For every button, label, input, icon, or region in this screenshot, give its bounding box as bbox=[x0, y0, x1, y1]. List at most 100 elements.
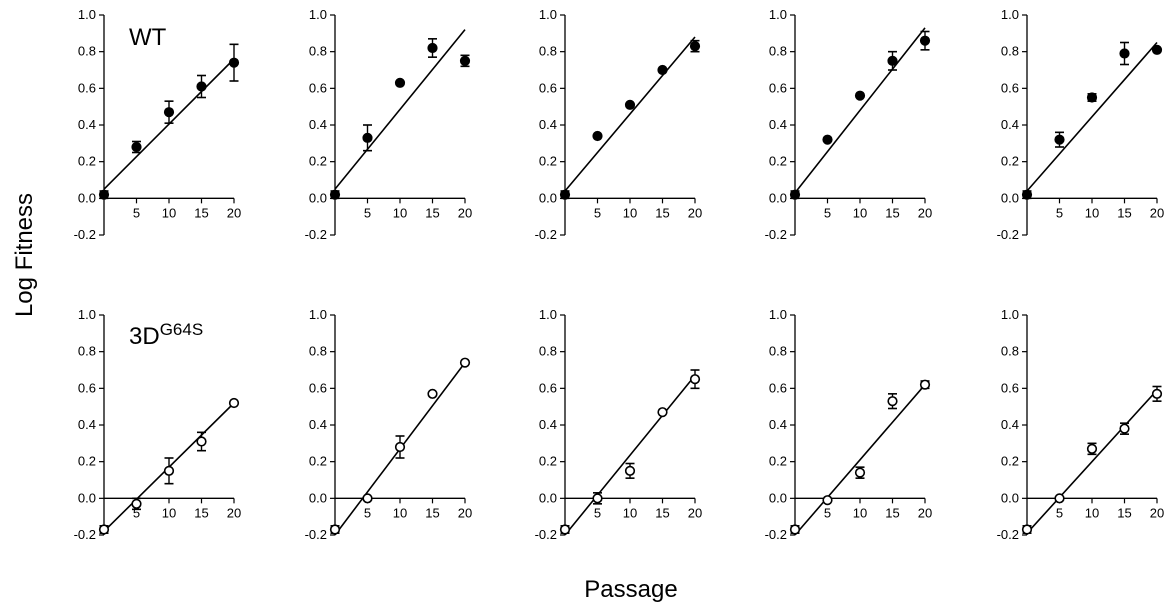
data-point bbox=[919, 35, 931, 46]
x-tick-label: 15 bbox=[1117, 205, 1131, 220]
y-tick-label: 0.0 bbox=[769, 490, 787, 505]
y-tick-label: -0.2 bbox=[765, 227, 787, 242]
y-tick-label: 1.0 bbox=[309, 307, 327, 322]
data-point bbox=[1119, 48, 1130, 59]
x-tick-label: 10 bbox=[853, 505, 867, 520]
x-tick-label: 20 bbox=[227, 505, 241, 520]
fit-line bbox=[334, 29, 466, 190]
x-tick-label: 15 bbox=[655, 205, 669, 220]
y-tick-label: 0.6 bbox=[78, 80, 96, 95]
x-tick-label: 15 bbox=[655, 505, 669, 520]
y-tick-label: 0.6 bbox=[539, 380, 557, 395]
data-point bbox=[163, 107, 175, 118]
y-tick-label: 0.2 bbox=[1001, 454, 1019, 469]
data-point bbox=[854, 90, 866, 101]
data-point bbox=[689, 41, 701, 52]
y-tick-label: 0.0 bbox=[309, 490, 327, 505]
x-tick-label: 10 bbox=[1085, 505, 1099, 520]
x-tick-label: 10 bbox=[162, 505, 176, 520]
data-point bbox=[459, 55, 471, 66]
y-tick-label: 0.2 bbox=[769, 454, 787, 469]
data-point bbox=[1021, 189, 1033, 200]
x-tick-label: 20 bbox=[1150, 505, 1164, 520]
row-label: 3DG64S bbox=[129, 320, 203, 350]
x-tick-label: 15 bbox=[885, 505, 899, 520]
x-tick-label: 10 bbox=[393, 505, 407, 520]
y-tick-label: 1.0 bbox=[539, 307, 557, 322]
data-point bbox=[624, 465, 636, 476]
panel-r2-c2: -0.2 0.0 0.2 0.4 0.6 0.8 1.0 5 10 15 20 bbox=[305, 307, 473, 542]
y-tick-label: 0.6 bbox=[539, 80, 557, 95]
data-point bbox=[163, 465, 175, 476]
data-point bbox=[919, 379, 931, 390]
y-tick-label: -0.2 bbox=[535, 527, 557, 542]
y-tick-label: 0.6 bbox=[309, 80, 327, 95]
data-point bbox=[592, 493, 603, 504]
y-tick-label: 0.6 bbox=[769, 380, 787, 395]
data-point bbox=[427, 388, 438, 399]
x-tick-label: 15 bbox=[1117, 505, 1131, 520]
x-tick-label: 10 bbox=[162, 205, 176, 220]
y-tick-label: 0.2 bbox=[539, 154, 557, 169]
x-tick-label: 20 bbox=[688, 205, 702, 220]
y-tick-label: 0.6 bbox=[769, 80, 787, 95]
y-tick-label: 0.8 bbox=[78, 344, 96, 359]
panel-r2-c1: -0.2 0.0 0.2 0.4 0.6 0.8 1.0 5 10 15 20 bbox=[74, 307, 242, 542]
panel-r2-c3: -0.2 0.0 0.2 0.4 0.6 0.8 1.0 5 10 15 20 bbox=[535, 307, 703, 542]
data-point bbox=[822, 134, 833, 145]
data-point bbox=[657, 407, 668, 418]
panel-r1-c2: -0.2 0.0 0.2 0.4 0.6 0.8 1.0 5 10 15 20 bbox=[305, 7, 473, 242]
y-tick-label: 0.8 bbox=[1001, 344, 1019, 359]
y-tick-label: 0.0 bbox=[1001, 490, 1019, 505]
panel-r1-c1: -0.2 0.0 0.2 0.4 0.6 0.8 1.0 5 10 15 20 bbox=[74, 7, 242, 242]
data-point bbox=[1054, 493, 1065, 504]
y-tick-label: 0.4 bbox=[1001, 117, 1019, 132]
row-label-main: 3D bbox=[129, 323, 160, 350]
y-tick-label: 0.0 bbox=[1001, 190, 1019, 205]
panel-r2-c4: -0.2 0.0 0.2 0.4 0.6 0.8 1.0 5 10 15 20 bbox=[765, 307, 933, 542]
data-point bbox=[131, 498, 142, 509]
x-tick-label: 20 bbox=[688, 505, 702, 520]
y-tick-label: 0.2 bbox=[769, 154, 787, 169]
data-point bbox=[1054, 134, 1065, 145]
x-tick-label: 20 bbox=[227, 205, 241, 220]
data-point bbox=[854, 467, 866, 478]
y-tick-label: 0.4 bbox=[539, 417, 557, 432]
fit-line bbox=[103, 58, 235, 190]
fit-line bbox=[794, 384, 926, 536]
fit-line bbox=[564, 374, 696, 536]
x-tick-label: 5 bbox=[594, 505, 601, 520]
y-tick-label: 1.0 bbox=[1001, 7, 1019, 22]
y-tick-label: 1.0 bbox=[769, 307, 787, 322]
y-tick-label: 0.8 bbox=[78, 44, 96, 59]
data-point bbox=[394, 441, 406, 453]
data-point bbox=[1151, 388, 1163, 399]
y-tick-label: 0.0 bbox=[309, 190, 327, 205]
panel-r1-c4: -0.2 0.0 0.2 0.4 0.6 0.8 1.0 5 10 15 20 bbox=[765, 7, 933, 242]
data-point bbox=[559, 189, 571, 200]
data-point bbox=[196, 81, 207, 92]
y-tick-label: 0.8 bbox=[309, 344, 327, 359]
x-tick-label: 15 bbox=[885, 205, 899, 220]
y-tick-label: 0.8 bbox=[769, 44, 787, 59]
y-tick-label: 0.2 bbox=[309, 454, 327, 469]
y-tick-label: 0.0 bbox=[78, 490, 96, 505]
y-tick-label: 0.6 bbox=[78, 380, 96, 395]
x-tick-label: 5 bbox=[133, 505, 140, 520]
data-point bbox=[98, 189, 110, 200]
y-tick-label: 0.0 bbox=[78, 190, 96, 205]
y-tick-label: 0.4 bbox=[78, 117, 96, 132]
y-tick-label: 1.0 bbox=[1001, 307, 1019, 322]
data-point bbox=[427, 42, 438, 54]
x-tick-label: 15 bbox=[425, 205, 439, 220]
y-tick-label: -0.2 bbox=[997, 227, 1019, 242]
x-tick-label: 5 bbox=[824, 505, 831, 520]
y-tick-label: 0.2 bbox=[1001, 154, 1019, 169]
y-tick-label: 0.2 bbox=[309, 154, 327, 169]
y-tick-label: -0.2 bbox=[535, 227, 557, 242]
y-tick-label: 0.4 bbox=[1001, 417, 1019, 432]
y-tick-label: 0.8 bbox=[539, 344, 557, 359]
x-tick-label: 10 bbox=[623, 205, 637, 220]
x-tick-label: 20 bbox=[458, 205, 472, 220]
